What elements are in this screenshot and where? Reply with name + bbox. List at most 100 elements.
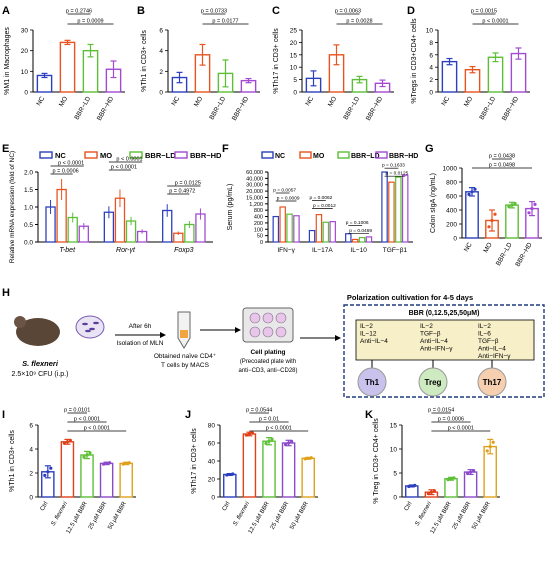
y-axis-label: %Th17 in CD3+ cells (191, 428, 198, 494)
p-value-label: p = 0.1633 (382, 163, 405, 169)
bar (441, 60, 458, 93)
data-point (429, 490, 433, 494)
data-point (46, 470, 50, 474)
panel-letter: I (2, 409, 5, 421)
th1-conditions: Anti−IL−4 (360, 338, 388, 345)
data-point (65, 440, 69, 444)
data-point (88, 451, 92, 455)
legend-swatch (337, 151, 350, 159)
data-point (487, 225, 491, 229)
legend-swatch (375, 151, 388, 159)
bar (308, 229, 316, 243)
data-point (43, 473, 47, 477)
data-point (85, 453, 89, 457)
legend-label: MO (100, 151, 112, 160)
th17-conditions: Anti−IL−4 (478, 346, 506, 353)
plate-well-icon (262, 326, 274, 338)
y-tick-label: 400 (254, 215, 263, 221)
panel-A: 0 10 20 30 %M1 in Macrophages NC MO BBR−LD BBR−H… (4, 9, 125, 122)
th1-cell-icon (357, 367, 387, 397)
data-point (446, 478, 450, 482)
plate-well-icon (249, 326, 261, 338)
y-tick-label: 10 (290, 65, 298, 72)
legend-label: MO (313, 153, 325, 160)
p-value-label: p = 0.0015 (471, 9, 497, 15)
data-point (303, 457, 307, 461)
y-tick-label: 2 (29, 471, 33, 478)
treg-conditions: IL−2 (420, 323, 433, 330)
y-tick-label: 100 (254, 227, 263, 233)
y-tick-label: 0 (211, 495, 215, 502)
x-tick-label: BBR−LD (478, 95, 497, 121)
x-tick-label: BBR−HD (96, 95, 115, 122)
legend-swatch (261, 151, 274, 159)
x-tick-label: BBR−HD (501, 95, 520, 122)
y-tick-label: 15 (390, 423, 398, 430)
legend-swatch (129, 151, 143, 159)
legend-swatch (39, 151, 53, 159)
th1-conditions: IL−2 (360, 323, 373, 330)
x-tick-label: BBR−LD (342, 95, 361, 121)
p-value-label: p < 0.0001 (482, 19, 508, 25)
data-point (490, 218, 494, 223)
p-value-label: p = 0.0028 (346, 19, 372, 25)
y-tick-label: 4 (429, 65, 433, 72)
y-axis-label: % Treg in CD3+ CD4+ cells (373, 418, 380, 504)
y-tick-label: 0 (159, 90, 163, 97)
x-tick-label: Foxp3 (174, 247, 194, 254)
x-tick-label: 50 μM BBR (471, 500, 492, 530)
y-axis-label: %Th1 in CD3+ cells (141, 30, 148, 92)
y-tick-label: 40 (208, 459, 216, 466)
plate-well-icon (275, 312, 287, 324)
p-value-label: p < 0.0001 (84, 426, 110, 432)
panel-letter: J (185, 409, 191, 421)
bacteria-name: S. flexneri (22, 359, 59, 368)
y-tick-label: 1.5 (24, 187, 33, 194)
x-tick-label: BBR−HD (365, 95, 384, 122)
treg-conditions: TGF−β (420, 331, 441, 338)
bar (401, 174, 409, 243)
y-tick-label: 8 (429, 40, 433, 47)
bar (365, 236, 373, 243)
y-tick-label: 20 (290, 40, 298, 47)
p-value-label: p < 0.0001 (448, 426, 474, 432)
y-tick-label: 2.0 (24, 170, 33, 177)
p-value-label: p = 0.0009 (77, 19, 103, 25)
bar (223, 473, 237, 498)
treg-conditions: Anti−IFN−γ (420, 346, 453, 353)
data-point (121, 462, 125, 466)
x-tick-label: TGF−β1 (383, 247, 408, 254)
p-value-label: p = 0.0006 (438, 417, 464, 423)
plate-well-icon (262, 312, 274, 324)
x-tick-label: S. flexneri (415, 500, 434, 527)
x-tick-label: 50 μM BBR (289, 500, 310, 530)
conditions-box (355, 319, 535, 361)
treg-conditions: Anti−IL−4 (420, 338, 448, 345)
y-axis-label: Colon sIgA (ng/mL) (430, 173, 437, 233)
y-tick-label: 60 (208, 441, 216, 448)
x-tick-label: IFN−γ (277, 247, 295, 254)
x-tick-label: NC (304, 95, 315, 107)
bacterium-icon (93, 321, 99, 325)
bbr-label: BBR (0,12.5,25,50μM) (409, 310, 480, 317)
bacterium-icon (85, 329, 91, 333)
y-tick-label: 600 (446, 194, 457, 201)
x-tick-label: 25 μM BBR (452, 500, 473, 530)
bar (345, 233, 352, 243)
p-value-label: p = 0.0125 (175, 181, 201, 187)
y-tick-label: 80 (208, 423, 216, 430)
data-point (82, 455, 86, 459)
panel-H-schematic: Polarization cultivation for 4-5 days S. … (12, 293, 545, 398)
x-tick-label: 12.5 μM BBR (66, 500, 89, 535)
data-point (485, 449, 489, 453)
y-tick-label: 2 (429, 77, 433, 84)
y-tick-label: 60,000 (246, 170, 263, 176)
y-tick-label: 6 (29, 423, 33, 430)
data-point (472, 469, 476, 473)
bar (80, 454, 94, 498)
p-value-label: p < 0.0001 (74, 417, 100, 423)
x-tick-label: T-bet (59, 247, 76, 254)
x-tick-label: BBR−LD (495, 241, 514, 267)
y-tick-label: 10 (426, 28, 434, 35)
cell-label: Th17 (483, 378, 502, 387)
